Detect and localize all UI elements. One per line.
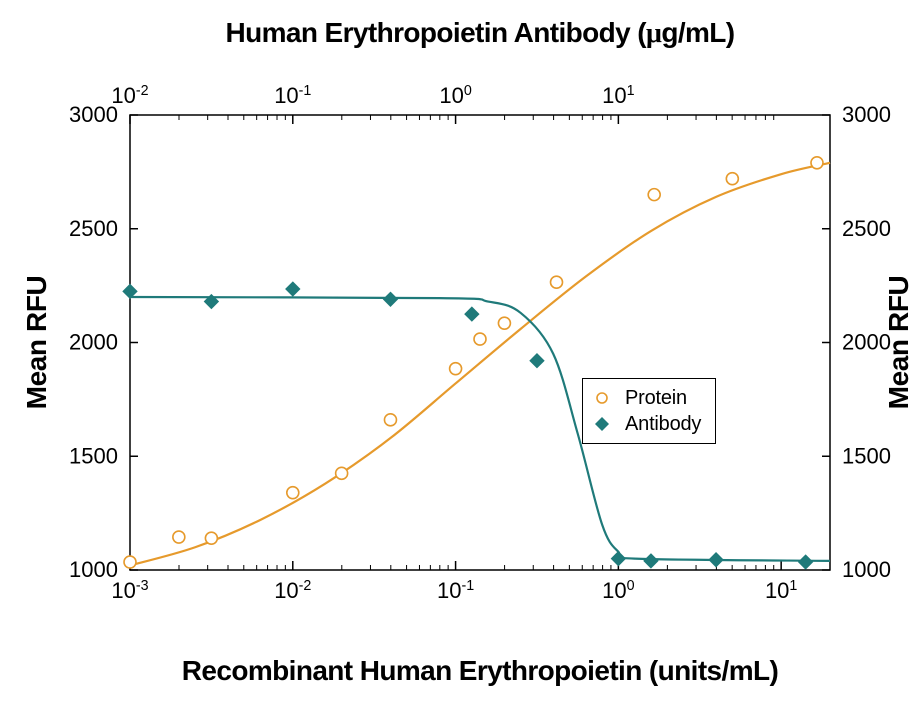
protein-marker xyxy=(124,556,136,568)
x-top-tick-label: 10-1 xyxy=(274,83,311,108)
x-top-tick-label: 10-2 xyxy=(111,83,148,108)
antibody-marker xyxy=(709,553,723,567)
legend-row-protein: Protein xyxy=(593,385,701,411)
protein-marker xyxy=(811,157,823,169)
x-top-tick-label: 101 xyxy=(602,83,634,108)
chart-svg: 1000100015001500200020002500250030003000… xyxy=(0,0,924,717)
antibody-marker xyxy=(799,555,813,569)
y-tick-label-right: 1000 xyxy=(842,557,891,582)
protein-marker xyxy=(648,189,660,201)
legend-label: Antibody xyxy=(625,411,701,437)
y-tick-label-left: 2500 xyxy=(69,216,118,241)
x-bottom-tick-label: 101 xyxy=(765,578,797,603)
protein-marker xyxy=(384,414,396,426)
protein-marker xyxy=(498,317,510,329)
protein-legend-marker xyxy=(593,389,611,407)
antibody-legend-marker xyxy=(593,415,611,433)
legend: ProteinAntibody xyxy=(582,378,716,444)
x-bottom-tick-label: 10-2 xyxy=(274,578,311,603)
x-bottom-tick-label: 10-1 xyxy=(437,578,474,603)
antibody-marker xyxy=(611,552,625,566)
antibody-marker xyxy=(465,307,479,321)
legend-row-antibody: Antibody xyxy=(593,411,701,437)
protein-marker xyxy=(726,173,738,185)
bottom-title: Recombinant Human Erythropoietin (units/… xyxy=(182,655,778,686)
y-label-right: Mean RFU xyxy=(883,276,914,410)
y-tick-label-right: 3000 xyxy=(842,102,891,127)
antibody-marker xyxy=(644,554,658,568)
y-tick-label-right: 2500 xyxy=(842,216,891,241)
antibody-marker xyxy=(286,282,300,296)
protein-marker xyxy=(474,333,486,345)
y-tick-label-right: 1500 xyxy=(842,443,891,468)
legend-label: Protein xyxy=(625,385,687,411)
chart-container: { "chart": { "type": "scatter-line-dual-… xyxy=(0,0,924,717)
y-label-left: Mean RFU xyxy=(21,276,52,410)
top-title: Human Erythropoietin Antibody (μg/mL) xyxy=(225,17,734,49)
protein-curve xyxy=(130,163,830,566)
protein-marker xyxy=(205,532,217,544)
y-tick-label-left: 1500 xyxy=(69,443,118,468)
x-top-tick-label: 100 xyxy=(439,83,471,108)
protein-marker xyxy=(287,487,299,499)
x-bottom-tick-label: 100 xyxy=(602,578,634,603)
antibody-marker xyxy=(383,292,397,306)
protein-marker xyxy=(450,363,462,375)
protein-marker xyxy=(336,467,348,479)
antibody-marker xyxy=(530,354,544,368)
protein-marker xyxy=(173,531,185,543)
protein-marker xyxy=(551,276,563,288)
x-bottom-tick-label: 10-3 xyxy=(111,578,148,603)
y-tick-label-left: 2000 xyxy=(69,330,118,355)
